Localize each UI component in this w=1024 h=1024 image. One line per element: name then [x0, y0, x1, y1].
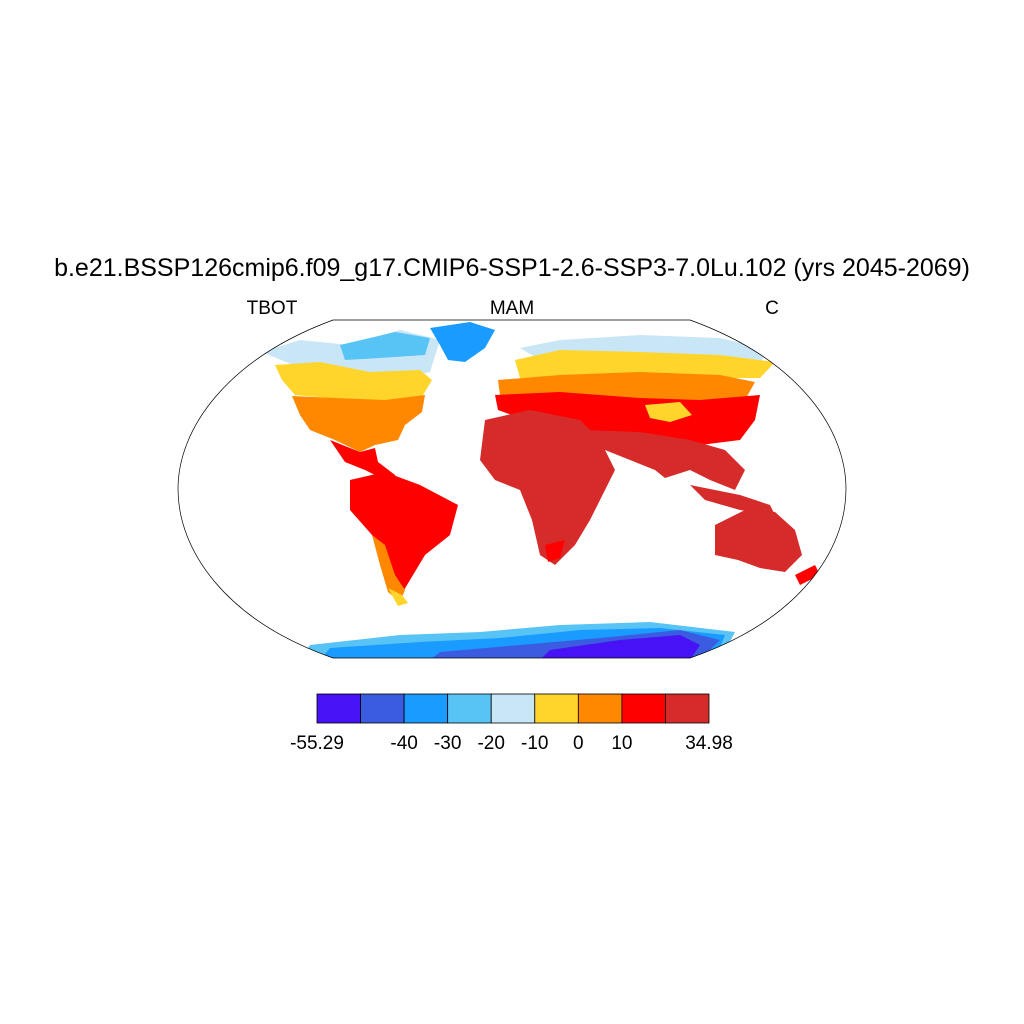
colorbar-label: -10 — [521, 733, 548, 754]
land — [585, 430, 745, 490]
land — [275, 362, 432, 402]
colorbar-label: -30 — [434, 733, 461, 754]
land — [340, 332, 430, 360]
colorbar-box — [534, 693, 579, 724]
colorbar-label: 34.98 — [685, 733, 733, 754]
colorbar-box — [490, 693, 536, 724]
colorbar-label: -55.29 — [290, 733, 344, 754]
colorbar-box — [577, 693, 623, 724]
land — [372, 535, 405, 602]
land — [495, 392, 760, 445]
colorbar-label: 0 — [573, 733, 584, 754]
colorbar-label: 10 — [611, 733, 632, 754]
colorbar-box — [403, 693, 449, 724]
land — [515, 350, 775, 380]
colorbar-label: -20 — [477, 733, 504, 754]
title: b.e21.BSSP126cmip6.f09_g17.CMIP6-SSP1-2.… — [54, 254, 970, 282]
land — [545, 540, 565, 562]
variable-label: TBOT — [247, 298, 298, 319]
colorbar-label: -40 — [390, 733, 417, 754]
colorbar-box — [316, 693, 361, 724]
land — [690, 485, 775, 515]
colorbar-box — [621, 693, 666, 724]
land — [645, 402, 692, 422]
land — [430, 322, 495, 362]
units-label: C — [765, 298, 779, 319]
land — [540, 635, 700, 658]
land — [715, 510, 802, 572]
colorbar-box — [665, 693, 710, 724]
map — [262, 322, 820, 658]
map-border — [177, 319, 847, 659]
land — [480, 410, 615, 565]
colorbar-box — [447, 693, 492, 724]
colorbar: -55.29 -40 -30 -20 -10 0 10 34.98 — [290, 693, 733, 754]
land — [292, 395, 425, 452]
land — [350, 472, 458, 600]
colorbar-box — [360, 693, 405, 724]
season-label: MAM — [490, 298, 534, 319]
land — [795, 565, 820, 585]
land — [388, 588, 408, 606]
